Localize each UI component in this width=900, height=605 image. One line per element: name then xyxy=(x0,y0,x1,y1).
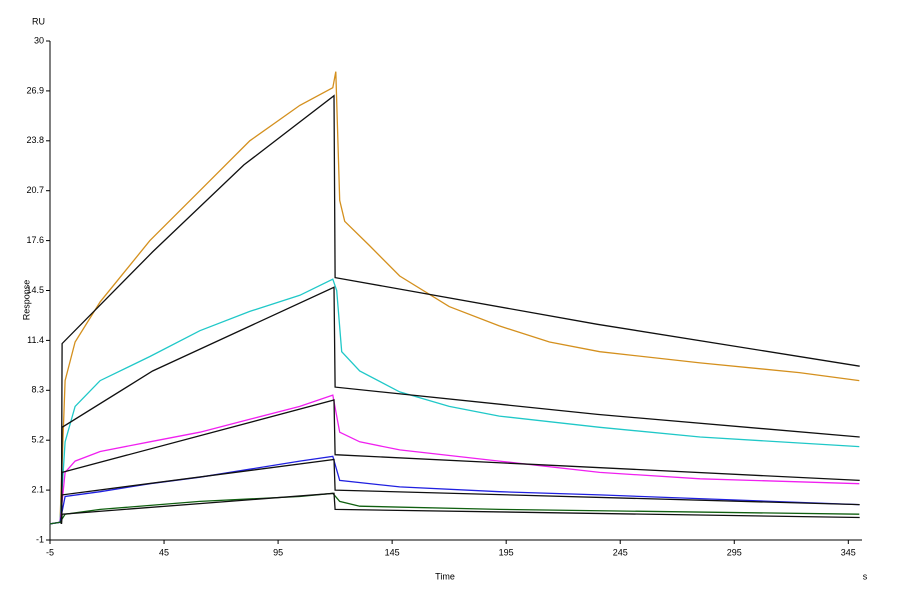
series-line xyxy=(60,286,860,524)
series-line xyxy=(60,399,860,524)
series-line xyxy=(60,94,860,524)
y-tick-label: 26.9 xyxy=(26,85,44,95)
x-tick-label: 245 xyxy=(613,547,628,557)
x-tick-label: 45 xyxy=(159,547,169,557)
y-tick-label: 17.6 xyxy=(26,235,44,245)
y-tick-label: 23.8 xyxy=(26,135,44,145)
y-tick-label: 5.2 xyxy=(31,435,44,445)
series-line xyxy=(49,394,860,525)
y-tick-label: 2.1 xyxy=(31,484,44,494)
series-line xyxy=(60,458,860,524)
x-axis-label: Time xyxy=(435,571,455,581)
series-line xyxy=(49,492,860,525)
x-tick-label: 345 xyxy=(841,547,856,557)
y-unit: RU xyxy=(32,16,45,26)
y-tick-label: -1 xyxy=(36,534,44,544)
series-line xyxy=(60,492,860,524)
y-tick-label: 30 xyxy=(34,35,44,45)
y-axis-label: Response xyxy=(21,280,31,321)
x-tick-label: 195 xyxy=(499,547,514,557)
y-tick-label: 11.4 xyxy=(27,335,44,345)
series-line xyxy=(49,278,860,525)
y-tick-label: 14.5 xyxy=(26,285,44,295)
series-line xyxy=(49,71,860,525)
x-tick-label: 95 xyxy=(273,547,283,557)
series-line xyxy=(49,455,860,525)
x-tick-label: 295 xyxy=(727,547,742,557)
x-tick-label: 145 xyxy=(385,547,400,557)
x-tick-label: -5 xyxy=(46,547,54,557)
y-tick-label: 20.7 xyxy=(26,185,44,195)
x-unit: s xyxy=(863,571,868,581)
y-tick-label: 8.3 xyxy=(31,385,44,395)
